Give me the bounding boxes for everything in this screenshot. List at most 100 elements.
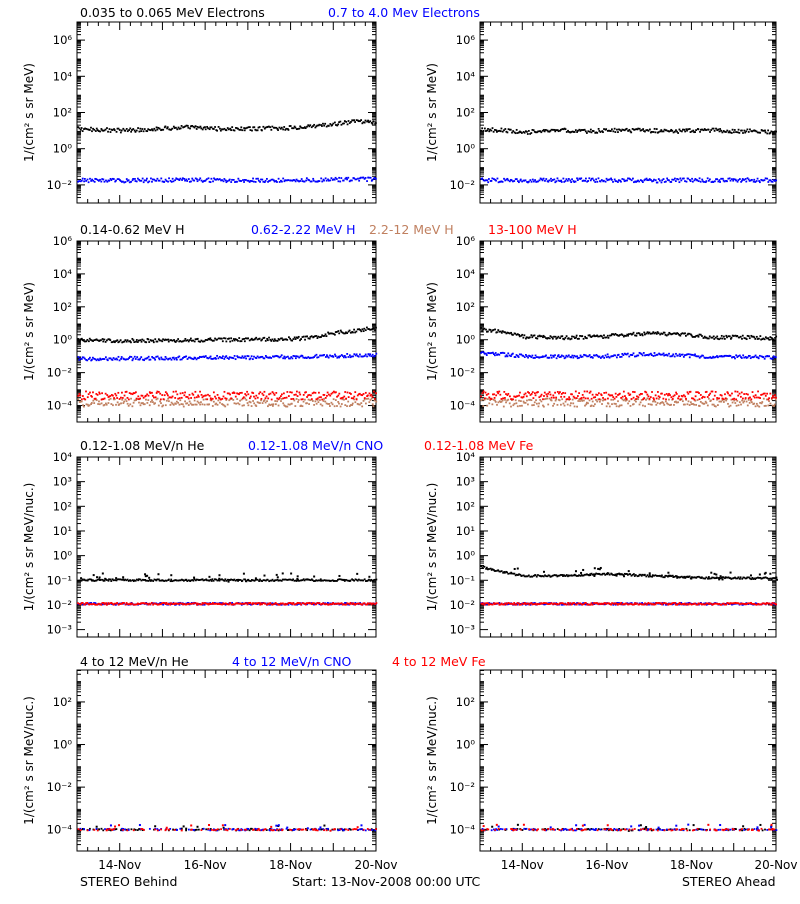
data-point xyxy=(234,355,236,357)
data-point xyxy=(649,398,651,400)
data-point xyxy=(587,398,589,400)
data-point xyxy=(138,340,140,342)
data-point xyxy=(137,127,139,129)
data-point xyxy=(611,128,613,130)
data-point xyxy=(675,353,677,355)
data-point xyxy=(332,123,334,125)
data-point xyxy=(223,396,225,398)
data-point xyxy=(684,131,686,133)
data-point xyxy=(619,405,621,407)
data-point xyxy=(176,340,178,342)
data-point xyxy=(228,581,230,583)
data-point xyxy=(255,181,257,183)
data-point xyxy=(277,340,279,342)
data-point xyxy=(619,393,621,395)
data-point xyxy=(611,179,613,181)
data-point xyxy=(715,391,717,393)
data-point xyxy=(635,398,637,400)
data-point xyxy=(643,397,645,399)
data-point xyxy=(712,181,714,183)
data-point xyxy=(753,181,755,183)
data-point xyxy=(488,130,490,132)
data-point xyxy=(239,392,241,394)
data-point xyxy=(480,395,482,397)
data-point xyxy=(223,603,225,605)
data-point xyxy=(745,130,747,132)
data-point xyxy=(190,338,192,340)
data-point xyxy=(684,332,686,334)
data-point xyxy=(602,337,604,339)
data-point xyxy=(483,391,485,393)
data-point xyxy=(509,395,511,397)
data-point xyxy=(568,396,570,398)
data-point xyxy=(281,127,283,129)
data-point xyxy=(751,401,753,403)
data-point xyxy=(153,397,155,399)
data-point xyxy=(306,578,308,580)
data-point xyxy=(263,394,265,396)
data-point xyxy=(510,406,512,408)
data-point xyxy=(713,335,715,337)
data-point xyxy=(91,359,93,361)
data-point xyxy=(593,130,595,132)
data-point xyxy=(622,396,624,398)
data-point xyxy=(232,357,234,359)
data-point xyxy=(209,128,211,130)
data-point xyxy=(229,341,231,343)
data-point xyxy=(372,354,374,356)
data-point xyxy=(338,177,340,179)
data-point xyxy=(100,339,102,341)
data-point xyxy=(575,391,577,393)
data-point xyxy=(749,402,751,404)
data-point xyxy=(764,338,766,340)
data-point xyxy=(549,179,551,181)
data-point xyxy=(132,178,134,180)
data-point xyxy=(516,129,518,131)
data-point xyxy=(549,337,551,339)
y-axis-label: 1/(cm² s sr MeV/nuc.) xyxy=(22,483,36,612)
data-point xyxy=(764,393,766,395)
data-point xyxy=(557,404,559,406)
data-point xyxy=(298,392,300,394)
data-point xyxy=(229,179,231,181)
data-point xyxy=(576,355,578,357)
data-point xyxy=(203,399,205,401)
data-point xyxy=(589,399,591,401)
data-point xyxy=(150,359,152,361)
data-point xyxy=(156,126,158,128)
data-point xyxy=(77,398,79,400)
data-point xyxy=(172,396,174,398)
data-point xyxy=(145,399,147,401)
data-point xyxy=(487,128,489,130)
data-point xyxy=(543,406,545,408)
data-point xyxy=(739,393,741,395)
data-point xyxy=(643,352,645,354)
data-point xyxy=(583,338,585,340)
data-point xyxy=(78,341,80,343)
data-point xyxy=(144,179,146,181)
legend-entry: 0.12-1.08 MeV/n CNO xyxy=(248,438,383,453)
data-point xyxy=(661,182,663,184)
data-point xyxy=(130,341,132,343)
data-point xyxy=(139,398,141,400)
data-point xyxy=(87,179,89,181)
data-point xyxy=(348,396,350,398)
data-point xyxy=(268,337,270,339)
data-point xyxy=(363,330,365,332)
data-point xyxy=(775,399,777,401)
data-point xyxy=(775,397,777,399)
data-point xyxy=(334,334,336,336)
data-point xyxy=(278,339,280,341)
data-point xyxy=(663,131,665,133)
data-point xyxy=(602,131,604,133)
data-point xyxy=(127,397,129,399)
data-point xyxy=(620,181,622,183)
data-point xyxy=(264,399,266,401)
data-point xyxy=(594,403,596,405)
data-point xyxy=(337,330,339,332)
data-point xyxy=(95,130,97,132)
data-point xyxy=(530,334,532,336)
data-point xyxy=(135,604,137,606)
data-point xyxy=(124,130,126,132)
data-point xyxy=(572,399,574,401)
